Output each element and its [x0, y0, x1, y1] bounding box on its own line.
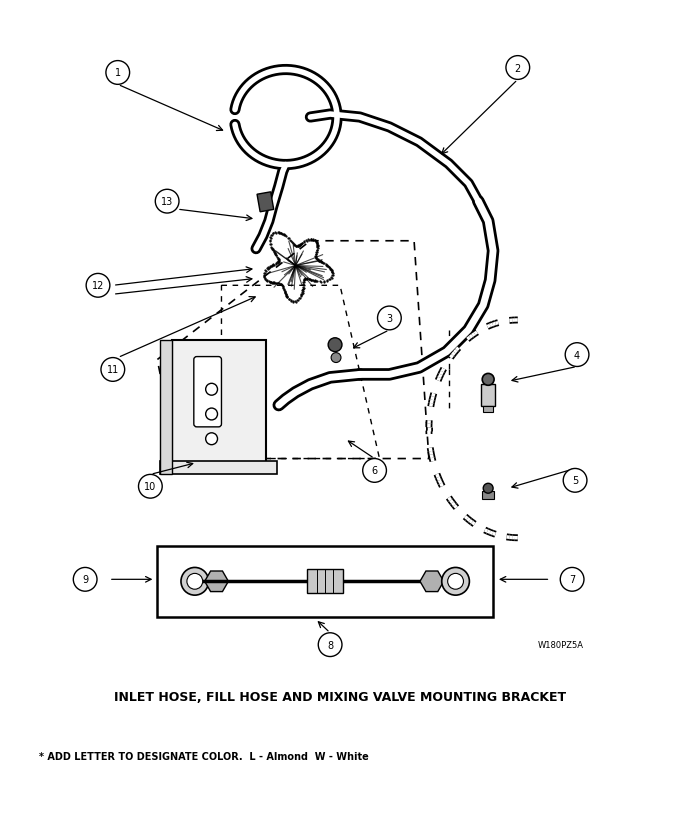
Circle shape	[205, 433, 218, 445]
Text: 9: 9	[82, 575, 88, 585]
Text: W180PZ5A: W180PZ5A	[538, 640, 583, 649]
Circle shape	[86, 274, 110, 298]
Circle shape	[560, 568, 584, 591]
Circle shape	[506, 56, 530, 80]
Bar	[483, 407, 493, 412]
Text: INLET HOSE, FILL HOSE AND MIXING VALVE MOUNTING BRACKET: INLET HOSE, FILL HOSE AND MIXING VALVE M…	[114, 690, 566, 703]
Circle shape	[205, 408, 218, 421]
Text: 12: 12	[92, 281, 104, 291]
FancyBboxPatch shape	[194, 357, 222, 427]
Circle shape	[101, 359, 124, 382]
Circle shape	[362, 459, 386, 483]
Bar	[160, 461, 277, 474]
Text: 11: 11	[107, 365, 119, 375]
Text: 10: 10	[144, 482, 156, 492]
Circle shape	[139, 474, 163, 498]
Circle shape	[187, 574, 203, 590]
Circle shape	[155, 190, 179, 214]
Circle shape	[73, 568, 97, 591]
Text: 8: 8	[327, 640, 333, 650]
Polygon shape	[172, 340, 266, 469]
Bar	[481, 385, 495, 407]
Circle shape	[447, 574, 464, 590]
Circle shape	[483, 484, 493, 493]
Text: 4: 4	[574, 350, 580, 360]
Circle shape	[331, 354, 341, 363]
Circle shape	[328, 339, 342, 352]
Text: 7: 7	[569, 575, 575, 585]
Circle shape	[106, 61, 130, 85]
Bar	[157, 546, 493, 617]
Circle shape	[205, 384, 218, 396]
Polygon shape	[420, 571, 444, 592]
Bar	[307, 570, 343, 594]
Circle shape	[563, 469, 587, 493]
Circle shape	[318, 633, 342, 657]
Text: * ADD LETTER TO DESIGNATE COLOR.  L - Almond  W - White: * ADD LETTER TO DESIGNATE COLOR. L - Alm…	[39, 751, 369, 761]
Bar	[482, 492, 494, 499]
Text: 6: 6	[371, 466, 377, 476]
Circle shape	[482, 374, 494, 386]
Circle shape	[377, 306, 401, 330]
Circle shape	[181, 568, 209, 595]
Text: 5: 5	[572, 476, 578, 486]
Polygon shape	[205, 571, 228, 592]
Bar	[257, 193, 274, 213]
Text: 3: 3	[386, 314, 392, 324]
Circle shape	[442, 568, 469, 595]
Text: 13: 13	[161, 197, 173, 207]
Circle shape	[565, 344, 589, 367]
Text: 1: 1	[115, 69, 121, 79]
Bar	[160, 340, 172, 474]
Text: 2: 2	[515, 64, 521, 74]
